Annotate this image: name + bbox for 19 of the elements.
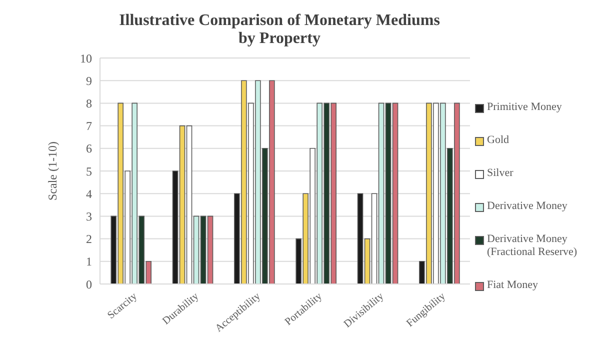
legend-label: Primitive Money <box>487 100 562 114</box>
y-tick-label: 1 <box>86 254 92 269</box>
y-tick-label: 7 <box>86 119 92 134</box>
y-tick-label: 8 <box>86 96 92 110</box>
chart-title: Illustrative Comparison of Monetary Mediums by Property <box>118 12 441 48</box>
y-tick-label: 2 <box>86 232 92 246</box>
y-tick-label: 0 <box>86 277 92 292</box>
y-tick-label: 3 <box>86 209 92 224</box>
y-tick-label: 4 <box>86 186 92 201</box>
legend-label: Derivative Money (Fractional Reserve) <box>487 232 578 258</box>
legend-label: Derivative Money <box>487 200 568 212</box>
y-axis-title: Scale (1-10) <box>45 142 60 200</box>
y-tick-label: 6 <box>86 142 92 156</box>
y-tick-label: 9 <box>86 74 92 88</box>
y-tick-label: 10 <box>80 51 92 66</box>
y-tick-label: 5 <box>86 164 92 178</box>
legend-label: Gold <box>487 134 509 146</box>
legend-label: Silver <box>487 166 514 180</box>
legend-label: Fiat Money <box>487 278 538 292</box>
